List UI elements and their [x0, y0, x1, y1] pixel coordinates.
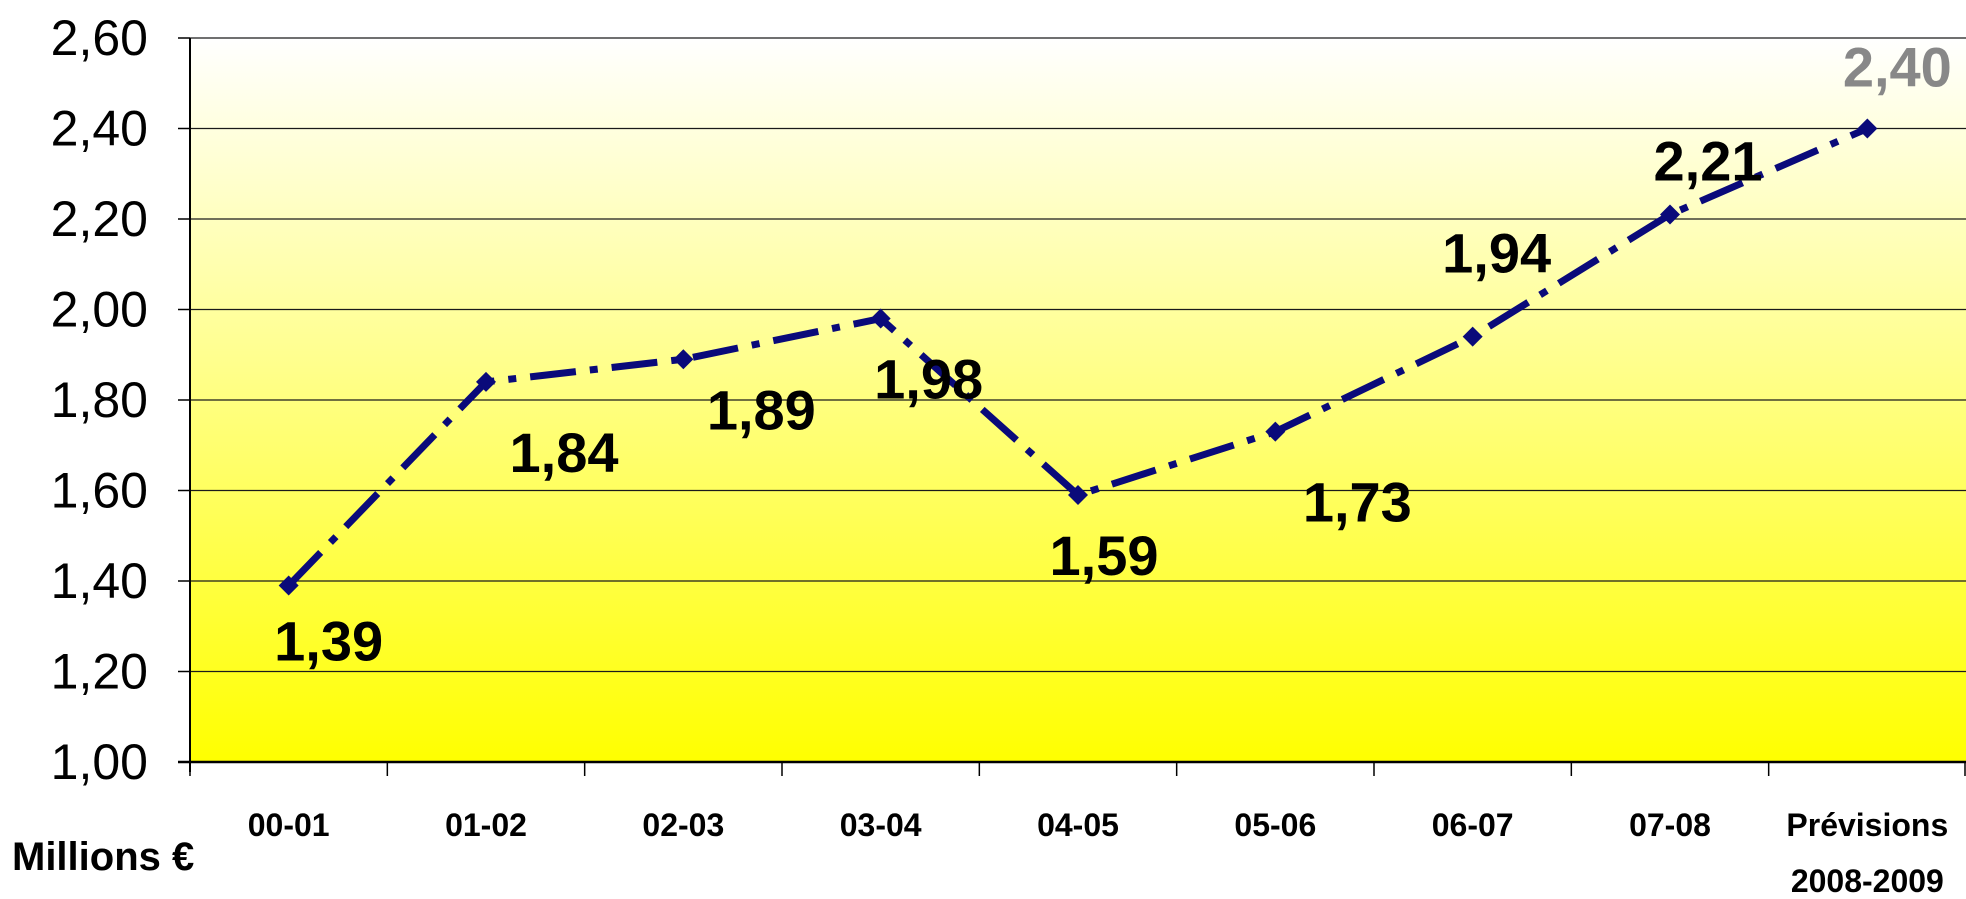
x-tick-label: 06-07 [1432, 807, 1514, 843]
data-labels: 1,39 1,84 1,89 1,98 1,59 1,73 1,94 2,21 2,40 [274, 36, 1952, 673]
data-point-marker [278, 575, 299, 596]
data-label: 2,21 [1654, 129, 1763, 192]
y-tick-label: 1,40 [51, 553, 148, 609]
axes [178, 37, 1966, 776]
x-tick-label: 04-05 [1037, 807, 1119, 843]
data-label: 1,94 [1442, 222, 1551, 285]
data-label: 1,98 [874, 348, 983, 411]
data-point-marker [870, 308, 891, 329]
data-label: 1,84 [510, 421, 619, 484]
data-point-marker [1462, 326, 1483, 347]
data-label: 1,73 [1303, 471, 1412, 534]
x-tick-label: 07-08 [1629, 807, 1711, 843]
y-tick-label: 2,00 [51, 282, 148, 338]
data-point-marker [1857, 118, 1878, 139]
unit-label: Millions € [12, 835, 194, 879]
x-tick-label: Prévisions 2008-2009 [1786, 807, 1948, 899]
y-tick-labels: 1,00 1,20 1,40 1,60 1,80 2,00 2,20 2,40 2,60 [51, 10, 148, 790]
x-tick-label: 00-01 [248, 807, 330, 843]
series-line [286, 125, 1869, 588]
data-point-marker [1068, 485, 1088, 506]
y-tick-label: 1,20 [51, 644, 148, 700]
x-tick-label: 01-02 [445, 807, 527, 843]
x-tick-label: 03-04 [840, 807, 922, 843]
data-label: 2,40 [1843, 36, 1952, 99]
data-point-marker [1265, 421, 1286, 442]
y-tick-label: 2,20 [51, 191, 148, 247]
data-label: 1,59 [1050, 524, 1159, 587]
y-tick-label: 1,80 [51, 372, 148, 428]
series [278, 118, 1878, 596]
x-tick-label: 02-03 [642, 807, 724, 843]
data-point-marker [673, 349, 694, 370]
x-tick-labels: 00-01 01-02 02-03 03-04 04-05 05-06 06-07 07-08… [248, 807, 1949, 899]
data-point-marker [1660, 204, 1680, 225]
y-tick-label: 1,60 [51, 463, 148, 519]
y-tick-label: 2,60 [51, 10, 148, 66]
data-label: 1,39 [274, 610, 383, 673]
x-tick-label: 05-06 [1234, 807, 1316, 843]
y-tick-label: 2,40 [51, 101, 148, 157]
data-point-marker [476, 371, 496, 392]
data-label: 1,89 [707, 378, 816, 441]
y-tick-label: 1,00 [51, 734, 148, 790]
